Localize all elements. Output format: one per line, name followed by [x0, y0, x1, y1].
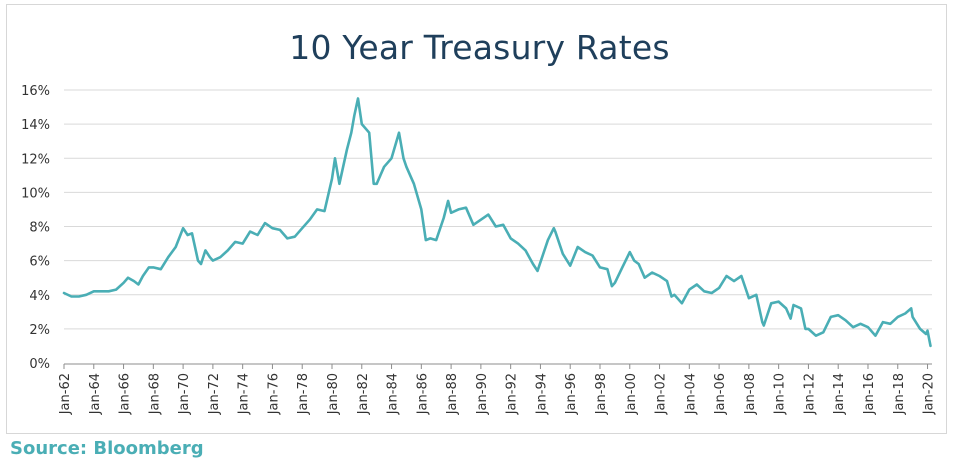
y-tick-label: 12% — [21, 152, 50, 167]
y-tick-label: 6% — [29, 255, 50, 270]
x-tick-label: Jan-86 — [415, 373, 430, 415]
chart-frame — [6, 4, 947, 434]
x-tick-label: Jan-12 — [802, 373, 817, 415]
x-tick-label: Jan-18 — [892, 373, 907, 415]
x-tick-label: Jan-74 — [237, 373, 252, 415]
y-axis-ticks: 0% 2% 4% 6% 8% 10% 12% 14% 16% — [21, 84, 50, 372]
source-note: Source: Bloomberg — [10, 438, 204, 459]
y-tick-label: 14% — [21, 118, 50, 133]
x-tick-label: Jan-88 — [445, 373, 460, 415]
x-tick-label: Jan-70 — [177, 373, 192, 415]
y-tick-label: 4% — [29, 289, 50, 304]
x-tick-label: Jan-66 — [118, 373, 133, 415]
x-tick-label: Jan-82 — [356, 373, 371, 415]
x-tick-label: Jan-76 — [266, 373, 281, 415]
x-tick-label: Jan-84 — [386, 373, 401, 415]
x-tick-label: Jan-64 — [88, 373, 103, 415]
x-tick-label: Jan-14 — [832, 373, 847, 415]
grid-lines — [64, 89, 932, 330]
x-tick-label: Jan-68 — [147, 373, 162, 415]
x-tick-label: Jan-04 — [683, 373, 698, 415]
x-tick-label: Jan-10 — [773, 373, 788, 415]
y-tick-label: 2% — [29, 323, 50, 338]
x-tick-label: Jan-08 — [743, 373, 758, 415]
x-axis — [63, 363, 932, 369]
x-tick-label: Jan-16 — [862, 373, 877, 415]
y-tick-label: 10% — [21, 186, 50, 201]
series-layer — [62, 97, 932, 348]
x-tick-label: Jan-20 — [922, 373, 937, 415]
x-tick-label: Jan-90 — [475, 373, 490, 415]
x-tick-label: Jan-92 — [505, 373, 520, 415]
y-tick-label: 16% — [21, 84, 50, 99]
x-axis-ticks: Jan-62 Jan-64 Jan-66 Jan-68 Jan-70 Jan-72 Jan-… — [58, 373, 937, 415]
x-tick-label: Jan-94 — [534, 373, 549, 415]
x-tick-label: Jan-72 — [207, 373, 222, 415]
x-tick-label: Jan-06 — [713, 373, 728, 415]
x-tick-label: Jan-62 — [58, 373, 73, 415]
series-line — [62, 97, 932, 348]
chart-title: 10 Year Treasury Rates — [289, 28, 670, 67]
x-tick-label: Jan-02 — [654, 373, 669, 415]
y-tick-label: 8% — [29, 221, 50, 236]
x-tick-label: Jan-96 — [564, 373, 579, 415]
x-tick-label: Jan-78 — [296, 373, 311, 415]
x-tick-label: Jan-98 — [594, 373, 609, 415]
x-tick-label: Jan-00 — [624, 373, 639, 415]
y-tick-label: 0% — [29, 357, 50, 372]
x-tick-label: Jan-80 — [326, 373, 341, 415]
